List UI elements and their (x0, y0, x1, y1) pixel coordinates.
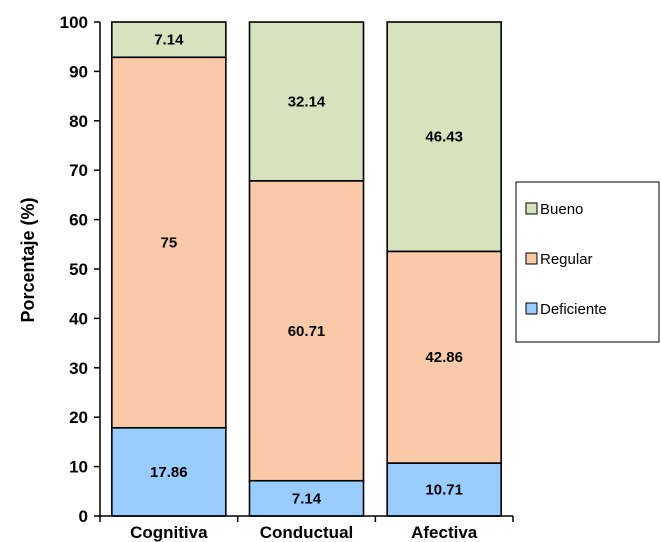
bar-segment (111, 426, 227, 517)
y-tick-label: 60 (69, 211, 88, 230)
y-axis-title: Porcentaje (%) (18, 197, 38, 322)
bar-segment (111, 21, 227, 59)
data-label: 32.14 (288, 93, 326, 110)
bar-segment (386, 21, 502, 253)
legend: Bueno Regular Deficiente (515, 181, 660, 343)
bar-segment (386, 250, 502, 464)
legend-label: Regular (540, 251, 593, 268)
y-tick-label: 10 (69, 458, 88, 477)
bar-segment (248, 479, 365, 517)
y-tick-label: 70 (69, 161, 88, 180)
y-axis-title-group: Porcentaje (%) (18, 197, 38, 322)
legend-swatch (525, 302, 538, 315)
bar-segment (248, 180, 365, 482)
data-label: 7.14 (154, 32, 184, 49)
y-tick-label: 100 (60, 13, 88, 32)
y-tick-label: 0 (79, 507, 88, 526)
x-tick-label: Conductual (260, 523, 354, 542)
y-tick-label: 40 (69, 309, 88, 328)
legend-swatch (525, 202, 538, 215)
legend-box (515, 181, 660, 343)
data-label: 17.86 (150, 464, 188, 481)
bar-segment (248, 21, 365, 182)
data-label: 42.86 (425, 349, 463, 366)
legend-label: Deficiente (540, 301, 607, 318)
data-label: 60.71 (288, 323, 326, 340)
y-tick-label: 30 (69, 359, 88, 378)
y-tick-label: 50 (69, 260, 88, 279)
axes-layer: 0 10 20 30 40 50 60 70 80 90 100 Cognitiva Conductua… (60, 13, 514, 542)
y-tick-label: 20 (69, 408, 88, 427)
x-tick-label: Afectiva (411, 523, 478, 542)
data-label: 75 (160, 235, 177, 252)
data-label: 10.71 (425, 482, 463, 499)
x-tick-label: Cognitiva (130, 523, 208, 542)
bars-layer: 17.86 75 7.14 7.14 60.71 32.14 10.71 42.86 46.43 (111, 21, 502, 517)
y-tick-label: 90 (69, 62, 88, 81)
legend-swatch (525, 252, 538, 265)
y-tick-label: 80 (69, 112, 88, 131)
data-label: 7.14 (292, 490, 322, 507)
legend-label: Bueno (540, 201, 583, 218)
data-label: 46.43 (425, 129, 463, 146)
bar-segment (111, 56, 227, 429)
